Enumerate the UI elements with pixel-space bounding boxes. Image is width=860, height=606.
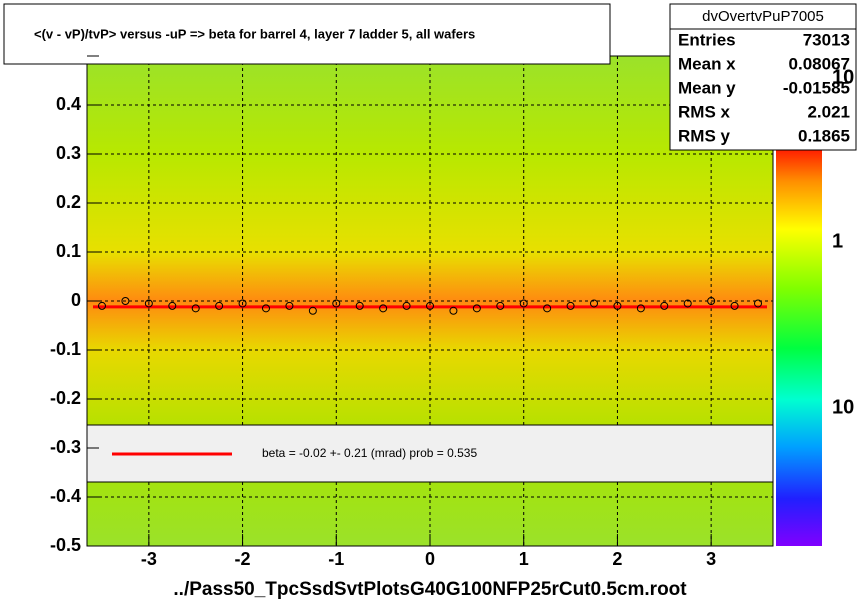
profile-point xyxy=(543,304,552,313)
y-tick-label: 0.1 xyxy=(56,241,81,261)
profile-point xyxy=(332,299,341,308)
y-tick-label: -0.1 xyxy=(50,339,81,359)
profile-point xyxy=(191,304,200,313)
stats-value: 2.021 xyxy=(807,102,850,121)
profile-point xyxy=(707,297,716,305)
profile-point xyxy=(449,306,458,315)
x-tick-label: 0 xyxy=(425,549,435,569)
x-tick-label: -3 xyxy=(141,549,157,569)
profile-point xyxy=(660,301,669,310)
title-box xyxy=(3,3,611,65)
stats-value: 73013 xyxy=(803,30,850,49)
profile-point xyxy=(683,299,692,308)
profile-point xyxy=(472,304,481,313)
stats-value: -0.01585 xyxy=(783,78,850,97)
chart-title: <(v - vP)/tvP> versus -uP => beta for ba… xyxy=(34,26,475,41)
profile-point xyxy=(215,301,224,310)
stats-value: 0.1865 xyxy=(798,126,850,145)
colorbar xyxy=(776,150,822,546)
stats-box xyxy=(669,3,857,151)
profile-point xyxy=(308,306,317,315)
profile-point xyxy=(730,301,739,310)
profile-point xyxy=(590,299,599,308)
profile-point xyxy=(97,301,106,310)
y-tick-label: -0.2 xyxy=(50,388,81,408)
x-tick-label: -1 xyxy=(328,549,344,569)
stats-key: RMS y xyxy=(678,126,731,145)
profile-point xyxy=(613,301,622,310)
profile-point xyxy=(261,304,270,313)
profile-point xyxy=(636,304,645,313)
colorbar-label: 10 xyxy=(832,66,854,88)
profile-point xyxy=(285,301,294,310)
stats-key: Mean x xyxy=(678,54,736,73)
y-tick-label: -0.4 xyxy=(50,486,81,506)
colorbar-label: 10 xyxy=(832,396,854,418)
profile-point xyxy=(379,304,388,313)
y-tick-label: 0.4 xyxy=(56,94,81,114)
profile-point xyxy=(426,301,434,310)
profile-point xyxy=(402,301,411,310)
y-tick-label: 0 xyxy=(71,290,81,310)
profile-point xyxy=(519,299,528,308)
profile-point xyxy=(238,299,247,308)
y-tick-label: -0.5 xyxy=(50,535,81,555)
profile-point xyxy=(121,297,130,305)
profile-point xyxy=(144,299,153,308)
profile-point xyxy=(566,301,575,310)
x-tick-label: 1 xyxy=(519,549,529,569)
profile-point xyxy=(168,301,177,310)
profile-point xyxy=(496,301,505,310)
stats-key: Mean y xyxy=(678,78,736,97)
x-tick-label: -2 xyxy=(235,549,251,569)
profile-point xyxy=(355,301,364,310)
stats-value: 0.08067 xyxy=(789,54,850,73)
y-tick-label: 0.2 xyxy=(56,192,81,212)
legend-text: beta = -0.02 +- 0.21 (mrad) prob = 0.535 xyxy=(262,446,477,460)
x-tick-label: 2 xyxy=(612,549,622,569)
stats-key: RMS x xyxy=(678,102,731,121)
stats-name: dvOvertvPuP7005 xyxy=(702,8,824,25)
y-tick-label: -0.3 xyxy=(50,437,81,457)
profile-point xyxy=(754,299,763,308)
x-tick-label: 3 xyxy=(706,549,716,569)
x-axis-label: ../Pass50_TpcSsdSvtPlotsG40G100NFP25rCut… xyxy=(173,579,687,600)
y-tick-label: 0.3 xyxy=(56,143,81,163)
stats-key: Entries xyxy=(678,30,736,49)
colorbar-label: 1 xyxy=(832,230,843,252)
